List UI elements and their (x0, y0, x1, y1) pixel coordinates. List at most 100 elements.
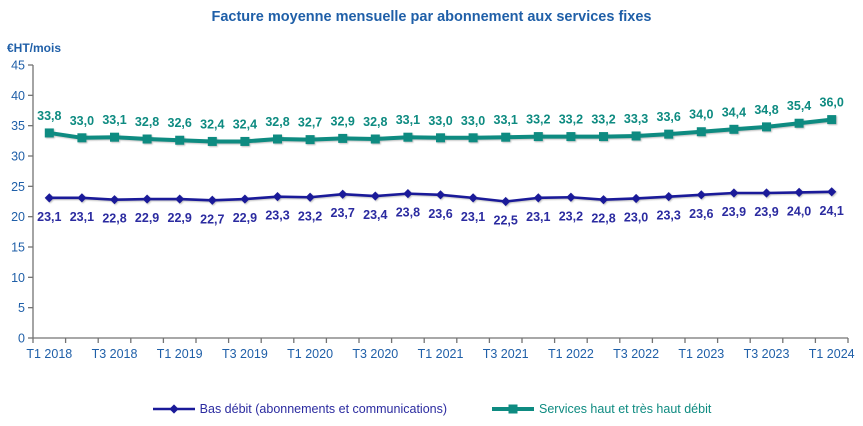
data-label: 23,2 (559, 209, 583, 223)
data-label: 32,8 (135, 115, 159, 129)
y-tick-label: 35 (11, 119, 25, 133)
diamond-marker (77, 193, 87, 203)
data-label: 24,1 (820, 204, 844, 218)
x-tick-label: T1 2024 (809, 347, 855, 361)
square-marker (175, 135, 185, 145)
square-marker (631, 131, 641, 141)
diamond-marker (664, 192, 674, 202)
legend-label: Services haut et très haut débit (539, 402, 712, 416)
data-label: 23,6 (428, 207, 452, 221)
data-label: 33,1 (494, 113, 518, 127)
square-marker (77, 133, 87, 143)
diamond-marker (435, 190, 446, 200)
data-label: 33,2 (559, 113, 583, 127)
square-marker (273, 134, 282, 144)
data-label: 22,7 (200, 212, 224, 226)
diamond-marker (142, 194, 152, 204)
x-tick-label: T3 2022 (613, 347, 659, 361)
data-label: 22,8 (591, 212, 615, 226)
y-tick-label: 0 (18, 332, 25, 346)
x-tick-label: T3 2020 (352, 347, 398, 361)
data-label: 23,3 (657, 209, 681, 223)
square-marker (142, 134, 152, 144)
diamond-marker (109, 195, 120, 205)
data-label: 22,9 (135, 211, 159, 225)
y-tick-label: 10 (11, 271, 25, 285)
diamond-marker (370, 191, 380, 201)
square-marker (664, 129, 674, 139)
data-label: 32,7 (298, 116, 322, 130)
data-label: 34,0 (689, 108, 713, 122)
data-label: 33,3 (624, 112, 648, 126)
x-tick-label: T1 2019 (157, 347, 203, 361)
data-label: 32,9 (331, 114, 355, 128)
data-label: 22,5 (494, 214, 518, 228)
square-marker (696, 127, 706, 137)
data-label: 32,8 (265, 115, 289, 129)
data-label: 33,6 (657, 110, 681, 124)
data-label: 23,8 (396, 206, 420, 220)
square-marker (370, 134, 380, 144)
square-marker (403, 132, 413, 142)
data-label: 23,1 (461, 210, 485, 224)
square-marker (305, 135, 315, 145)
data-label: 35,4 (787, 99, 811, 113)
data-label: 23,9 (722, 205, 746, 219)
legend-item: Services haut et très haut débit (491, 402, 711, 416)
data-label: 32,4 (233, 117, 257, 131)
x-tick-label: T3 2019 (222, 347, 268, 361)
series-diamond (44, 187, 837, 207)
x-tick-label: T3 2021 (483, 347, 529, 361)
y-axis-unit-label: €HT/mois (7, 41, 62, 55)
data-label: 33,2 (591, 113, 615, 127)
square-marker (240, 136, 250, 146)
diamond-marker (403, 189, 413, 199)
legend-diamond-swatch (152, 404, 195, 414)
data-label: 33,1 (396, 113, 420, 127)
chart-legend: Bas débit (abonnements et communications… (0, 402, 863, 416)
square-marker (794, 118, 804, 128)
y-tick-label: 25 (11, 180, 25, 194)
diamond-marker (338, 189, 348, 199)
x-tick-label: T1 2022 (548, 347, 594, 361)
square-marker (599, 132, 608, 142)
axes: 0 5 10 15 20 25 30 35 40 45 T1 2018 T3 2018 T1 2019 T… (11, 59, 855, 362)
data-label: 23,6 (689, 207, 713, 221)
data-label: 23,1 (37, 210, 61, 224)
square-marker (533, 132, 543, 142)
diamond-marker (468, 193, 478, 203)
data-label: 33,8 (37, 109, 61, 123)
diamond-marker (761, 188, 772, 198)
square-marker (566, 132, 576, 142)
y-tick-label: 15 (11, 241, 25, 255)
data-label: 23,4 (363, 208, 387, 222)
data-label: 23,1 (70, 210, 94, 224)
diamond-marker (533, 193, 543, 203)
x-tick-label: T3 2023 (744, 347, 790, 361)
diamond-marker (794, 187, 804, 197)
diamond-marker (44, 193, 54, 203)
data-label: 32,4 (200, 117, 224, 131)
data-label: 23,7 (331, 206, 355, 220)
diamond-marker (598, 195, 609, 205)
data-label: 33,0 (70, 114, 94, 128)
data-label: 36,0 (820, 96, 844, 110)
diamond-marker (696, 190, 706, 200)
square-marker (338, 133, 348, 143)
x-tick-label: T1 2021 (418, 347, 464, 361)
x-tick-label: T3 2018 (92, 347, 138, 361)
legend-label: Bas débit (abonnements et communications… (199, 402, 448, 416)
data-label: 23,9 (754, 205, 778, 219)
diamond-marker (272, 192, 283, 202)
data-label: 24,0 (787, 204, 811, 218)
square-marker (827, 115, 837, 125)
square-marker (436, 133, 445, 143)
data-label: 32,8 (363, 115, 387, 129)
diamond-marker (566, 192, 576, 202)
data-label: 22,9 (168, 211, 192, 225)
square-marker (207, 136, 217, 146)
data-label: 33,1 (102, 113, 126, 127)
y-tick-label: 45 (11, 59, 25, 73)
data-label: 22,9 (233, 211, 257, 225)
diamond-marker (175, 194, 185, 204)
